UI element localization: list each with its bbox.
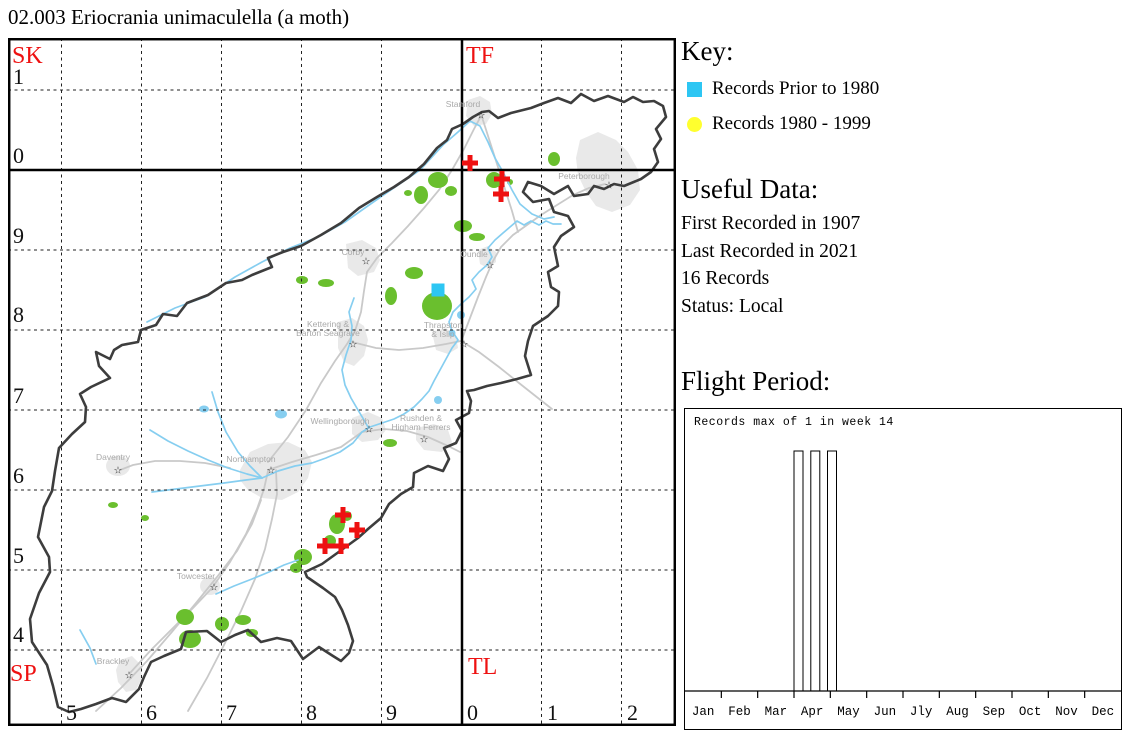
town-label: Thrapston	[424, 320, 463, 330]
flight-period-bar	[827, 450, 837, 692]
town-labels-layer: Stamford☆Peterborough☆Corby☆Oundle☆Kette…	[96, 99, 614, 682]
record-markers-layer	[317, 155, 510, 554]
useful-data-last-recorded: Last Recorded in 2021	[681, 240, 859, 262]
grid-col-label: 5	[66, 700, 77, 725]
town-label: Barton Seagrave	[296, 328, 360, 338]
month-label: Mar	[765, 705, 788, 719]
key-heading: Key:	[681, 36, 734, 66]
flight-period-heading: Flight Period:	[681, 366, 831, 396]
month-label: Jun	[874, 705, 897, 719]
grid-row-label: 5	[13, 543, 24, 568]
record-marker-pre-1980-square	[431, 283, 445, 297]
grid-col-label: 1	[547, 700, 558, 725]
town-star-icon: ☆	[114, 466, 123, 477]
town-label: Corby	[342, 247, 365, 257]
month-label: Aug	[946, 705, 969, 719]
useful-data-list: First Recorded in 1907 Last Recorded in …	[681, 210, 860, 320]
grid-row-label: 7	[13, 383, 24, 408]
town-label: Stamford	[446, 99, 481, 109]
town-label: Towcester	[177, 571, 215, 581]
key-circle-icon	[687, 116, 702, 132]
town-star-icon: ☆	[125, 671, 134, 682]
town-label: Peterborough	[558, 171, 610, 181]
month-label: Oct	[1019, 705, 1042, 719]
flight-period-plot: Jan Feb Mar Apr May Jun Jly Aug Sep Oct Nov Dec	[685, 450, 1121, 719]
rivers-layer	[79, 120, 562, 665]
month-label: Dec	[1092, 705, 1115, 719]
grid-100km-lines	[8, 38, 676, 726]
record-marker-cross	[494, 171, 510, 187]
grid-col-label: 7	[226, 700, 237, 725]
map-border	[8, 38, 676, 726]
flight-period-chart: Records max of 1 in week 14 Jan Feb Mar Apr…	[684, 408, 1122, 730]
town-star-icon: ☆	[365, 425, 374, 436]
record-marker-cross	[462, 155, 478, 171]
town-star-icon: ☆	[605, 181, 614, 192]
month-label: Feb	[728, 705, 751, 719]
distribution-map: Stamford☆Peterborough☆Corby☆Oundle☆Kette…	[8, 38, 676, 726]
town-star-icon: ☆	[477, 111, 486, 122]
town-star-icon: ☆	[267, 466, 276, 477]
grid-letter-tf: TF	[466, 43, 494, 69]
grid-row-label: 8	[13, 302, 24, 327]
town-label: Rushden &	[400, 413, 442, 423]
town-star-icon: ☆	[349, 340, 358, 351]
useful-data-status: Status: Local	[681, 295, 784, 317]
town-star-icon: ☆	[486, 261, 495, 272]
roads-layer	[95, 113, 606, 712]
record-marker-cross	[335, 507, 351, 523]
town-label: Northampton	[226, 454, 275, 464]
useful-data-heading: Useful Data:	[681, 174, 819, 204]
flight-period-bar	[793, 450, 804, 692]
record-marker-cross	[493, 186, 509, 202]
record-marker-cross	[317, 538, 333, 554]
grid-letter-sp: SP	[10, 661, 37, 687]
grid-col-label: 0	[467, 700, 478, 725]
town-label: Daventry	[96, 452, 131, 462]
town-label: & Islip	[431, 329, 454, 339]
key-item-1980-1999: Records 1980 - 1999	[687, 113, 871, 135]
record-marker-cross	[333, 538, 349, 554]
month-label: Jly	[910, 705, 933, 719]
grid-col-label: 9	[386, 700, 397, 725]
flight-period-bar	[810, 450, 821, 692]
town-label: Higham Ferrers	[391, 422, 450, 432]
record-marker-cross	[349, 522, 365, 538]
grid-row-label: 6	[13, 463, 24, 488]
town-label: Oundle	[460, 249, 488, 259]
page-title: 02.003 Eriocrania unimaculella (a moth)	[8, 5, 350, 29]
town-label: Wellingborough	[311, 416, 370, 426]
grid-col-label: 6	[146, 700, 157, 725]
grid-col-label: 2	[627, 700, 638, 725]
grid-row-label: 9	[13, 223, 24, 248]
town-star-icon: ☆	[210, 583, 219, 594]
key-square-icon	[687, 81, 702, 97]
town-label: Kettering &	[307, 319, 349, 329]
month-label: Nov	[1055, 705, 1078, 719]
grid-col-label: 8	[306, 700, 317, 725]
key-item-label: Records 1980 - 1999	[712, 113, 871, 134]
grid-letter-sk: SK	[12, 43, 43, 69]
town-star-icon: ☆	[460, 340, 469, 351]
key-item-prior-1980: Records Prior to 1980	[687, 78, 879, 100]
grid-row-label: 1	[13, 64, 24, 89]
grid-lines	[8, 38, 676, 726]
town-star-icon: ☆	[362, 257, 371, 268]
month-label: Sep	[983, 705, 1006, 719]
county-boundary	[28, 92, 668, 714]
month-label: May	[837, 705, 860, 719]
urban-areas-layer	[106, 96, 640, 692]
grid-row-label: 4	[13, 622, 24, 647]
grid-row-label: 0	[13, 143, 24, 168]
useful-data-record-count: 16 Records	[681, 268, 770, 289]
month-label: Jan	[692, 705, 715, 719]
town-label: Brackley	[97, 656, 130, 666]
month-label: Apr	[801, 705, 824, 719]
key-item-label: Records Prior to 1980	[712, 78, 880, 99]
town-star-icon: ☆	[420, 435, 429, 446]
useful-data-first-recorded: First Recorded in 1907	[681, 213, 861, 234]
chart-annotation: Records max of 1 in week 14	[694, 416, 894, 429]
grid-letter-tl: TL	[468, 654, 497, 680]
